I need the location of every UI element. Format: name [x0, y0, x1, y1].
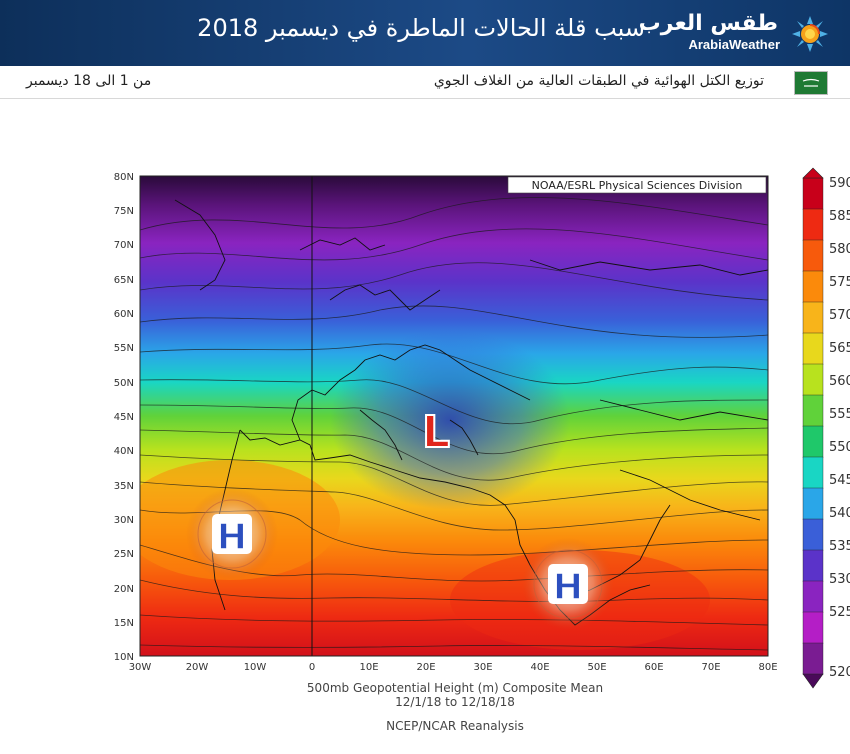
lon-tick-label: 30E	[473, 662, 492, 673]
saudi-flag-icon	[794, 71, 828, 95]
scale-label: 525	[829, 605, 850, 620]
color-scale-swatch	[802, 580, 824, 613]
color-scale-swatch	[802, 518, 824, 551]
credit-label: NOAA/ESRL Physical Sciences Division	[532, 179, 743, 192]
color-scale-swatch	[802, 239, 824, 272]
scale-label: 580	[829, 242, 850, 257]
lon-tick-label: 40E	[530, 662, 549, 673]
color-scale-swatch	[802, 177, 824, 210]
scale-label: 585	[829, 209, 850, 224]
brand-logo[interactable]: طقس العرب ArabiaWeather	[639, 8, 834, 60]
map-frame	[139, 175, 769, 657]
credit-box	[507, 176, 767, 194]
lon-tick-label: 0	[309, 662, 315, 673]
lon-tick-label: 50E	[587, 662, 606, 673]
sun-swirl-logo-icon	[792, 16, 828, 52]
color-scale-swatch	[802, 549, 824, 582]
latitude-axis: 80N 75N 70N 65N 60N 55N 50N 45N 40N 35N …	[114, 172, 134, 663]
brand-name-arabic: طقس العرب	[638, 11, 778, 36]
scale-label: 550	[829, 440, 850, 455]
lat-tick-label: 35N	[114, 481, 134, 492]
high-label: H	[553, 567, 583, 608]
lon-tick-label: 20W	[186, 662, 209, 673]
color-scale-swatch	[802, 208, 824, 241]
lat-tick-label: 70N	[114, 240, 134, 251]
color-scale-labels: 590 585 580 575 570 565 560 555 550 545 …	[829, 176, 850, 680]
lat-tick-label: 10N	[114, 652, 134, 663]
low-label: L	[422, 407, 450, 458]
lat-tick-label: 50N	[114, 378, 134, 389]
caption-label: توزيع الكتل الهوائية في الطبقات العالية …	[433, 73, 764, 89]
color-scale-swatch	[802, 642, 824, 675]
lat-tick-label: 65N	[114, 275, 134, 286]
colorbar-bottom-arrow	[802, 673, 824, 689]
date-range-label: من 1 الى 18 ديسمبر	[26, 73, 152, 89]
scale-label: 570	[829, 308, 850, 323]
longitude-axis: 30W 20W 10W 0 10E 20E 30E 40E 50E 60E 70…	[129, 662, 778, 673]
scale-label: 530	[829, 572, 850, 587]
caption-line-3: NCEP/NCAR Reanalysis	[386, 719, 524, 733]
lon-tick-label: 80E	[758, 662, 777, 673]
color-scale-swatch	[802, 394, 824, 427]
color-scale-swatch	[802, 487, 824, 520]
lat-tick-label: 60N	[114, 309, 134, 320]
high-pressure-arabia-marker: H	[522, 538, 614, 630]
high-pressure-west-africa-marker: H	[186, 488, 278, 580]
scale-label: 590	[829, 176, 850, 191]
scale-label: 555	[829, 407, 850, 422]
scale-label: 565	[829, 341, 850, 356]
lat-tick-label: 80N	[114, 172, 134, 183]
page-title: سبب قلة الحالات الماطرة في ديسمبر 2018	[197, 14, 645, 42]
color-scale-swatch	[802, 456, 824, 489]
geopotential-map-figure: NOAA/ESRL Physical Sciences Division 80N…	[114, 167, 850, 733]
brand-name-english: ArabiaWeather	[688, 37, 780, 52]
subheader-bar: من 1 الى 18 ديسمبر توزيع الكتل الهوائية …	[0, 66, 850, 99]
scale-label: 575	[829, 275, 850, 290]
lat-tick-label: 30N	[114, 515, 134, 526]
low-pressure-balkans-marker: L	[421, 406, 451, 459]
color-scale-swatch	[802, 363, 824, 396]
scale-label: 545	[829, 473, 850, 488]
height-field	[140, 176, 768, 656]
lat-tick-label: 15N	[114, 618, 134, 629]
scale-label: 520	[829, 665, 850, 680]
color-scale-swatch	[802, 301, 824, 334]
figure-caption: 500mb Geopotential Height (m) Composite …	[307, 681, 603, 733]
caption-line-1: 500mb Geopotential Height (m) Composite …	[307, 681, 603, 695]
lat-tick-label: 75N	[114, 206, 134, 217]
color-scale-legend: 590 585 580 575 570 565 560 555 550 545 …	[802, 167, 850, 689]
lon-tick-label: 70E	[701, 662, 720, 673]
lon-tick-label: 10E	[359, 662, 378, 673]
high-label: H	[217, 517, 247, 558]
lat-tick-label: 40N	[114, 446, 134, 457]
caption-line-2: 12/1/18 to 12/18/18	[395, 695, 515, 709]
scale-label: 540	[829, 506, 850, 521]
scale-label: 560	[829, 374, 850, 389]
lat-tick-label: 45N	[114, 412, 134, 423]
lat-tick-label: 55N	[114, 343, 134, 354]
lon-tick-label: 30W	[129, 662, 152, 673]
scale-label: 535	[829, 539, 850, 554]
color-scale-swatches	[802, 177, 824, 675]
lon-tick-label: 20E	[416, 662, 435, 673]
lat-tick-label: 20N	[114, 584, 134, 595]
colorbar-top-arrow	[802, 167, 824, 179]
lon-tick-label: 60E	[644, 662, 663, 673]
color-scale-swatch	[802, 611, 824, 644]
lon-tick-label: 10W	[244, 662, 267, 673]
header-banner: سبب قلة الحالات الماطرة في ديسمبر 2018 ط…	[0, 0, 850, 66]
color-scale-swatch	[802, 425, 824, 458]
color-scale-swatch	[802, 270, 824, 303]
color-scale-swatch	[802, 332, 824, 365]
lat-tick-label: 25N	[114, 549, 134, 560]
